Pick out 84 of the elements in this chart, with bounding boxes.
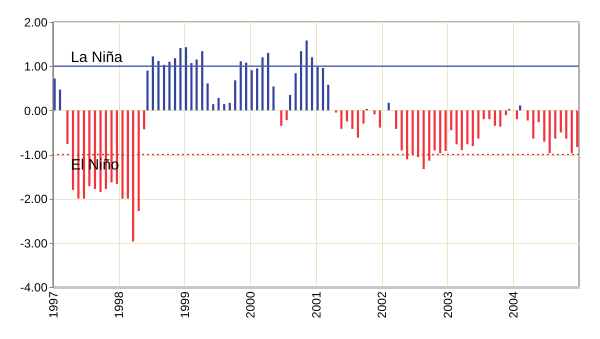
bar <box>378 110 382 128</box>
bar <box>532 110 534 139</box>
bar <box>146 70 149 110</box>
bar <box>499 110 502 127</box>
bar <box>400 110 403 151</box>
bar <box>444 110 447 151</box>
bar <box>234 80 236 110</box>
bar <box>316 67 319 110</box>
x-tick-label: 2003 <box>440 291 455 318</box>
x-tick-label: 2000 <box>244 291 258 318</box>
y-tick-label: -2.00 <box>20 192 48 206</box>
bar <box>554 110 556 139</box>
bar <box>351 110 354 129</box>
bar <box>223 104 226 110</box>
bar <box>256 68 258 110</box>
bar <box>395 110 398 129</box>
bar <box>286 110 288 120</box>
bar <box>228 102 231 110</box>
bar <box>322 68 324 110</box>
bar <box>300 51 302 110</box>
bar <box>373 110 376 114</box>
bar <box>294 73 297 110</box>
x-tick-label: 1998 <box>112 291 126 318</box>
bar <box>422 110 425 170</box>
y-tick-label: -3.00 <box>20 236 48 250</box>
bar <box>560 110 562 132</box>
bar <box>412 110 414 154</box>
bar <box>58 90 62 110</box>
bar <box>327 84 330 110</box>
bar <box>456 110 458 144</box>
bar <box>494 110 496 126</box>
bar <box>143 110 146 130</box>
bar <box>240 61 242 110</box>
bar <box>346 110 348 122</box>
bar <box>280 110 282 126</box>
bar <box>538 110 540 122</box>
bar <box>250 70 253 110</box>
bar <box>548 110 551 154</box>
bar <box>356 110 360 138</box>
bar <box>179 48 182 110</box>
bar <box>138 110 140 212</box>
bar <box>201 51 204 110</box>
y-tick-label: 2.00 <box>24 16 48 30</box>
bar <box>519 105 522 110</box>
bar <box>121 110 124 199</box>
ref-line-label: La Niña <box>70 49 124 66</box>
bar <box>406 110 408 160</box>
bar <box>526 110 529 120</box>
bar <box>434 110 436 151</box>
x-tick-label: 2004 <box>506 291 521 318</box>
bar <box>126 110 129 199</box>
bar <box>218 98 220 110</box>
x-tick-label: 1997 <box>46 291 60 318</box>
bar <box>340 110 342 129</box>
bar <box>132 110 134 242</box>
bar <box>362 110 365 124</box>
bar <box>565 110 568 139</box>
bar <box>439 110 442 154</box>
bar <box>543 110 546 142</box>
bar <box>206 83 209 110</box>
x-tick-label: 2002 <box>375 291 390 318</box>
bar <box>477 110 480 139</box>
x-tick-label: 1999 <box>178 291 192 318</box>
bar <box>460 110 463 150</box>
bar <box>482 110 485 120</box>
bar <box>570 110 573 154</box>
bar <box>66 110 69 144</box>
bar <box>466 110 468 144</box>
bar <box>272 86 275 110</box>
bar <box>472 110 474 146</box>
bar <box>288 94 292 110</box>
y-tick-label: 1.00 <box>24 60 48 74</box>
bar <box>54 78 56 110</box>
y-tick-label: -1.00 <box>20 148 48 162</box>
bar <box>428 110 430 161</box>
bar <box>576 110 578 147</box>
bar <box>388 102 390 110</box>
y-tick-label: -4.00 <box>20 280 48 294</box>
bar <box>306 40 308 110</box>
bar <box>184 47 188 110</box>
y-tick-label: 0.00 <box>24 104 48 118</box>
x-tick-label: 2001 <box>310 291 324 318</box>
bar <box>450 110 452 130</box>
bar <box>212 104 214 110</box>
